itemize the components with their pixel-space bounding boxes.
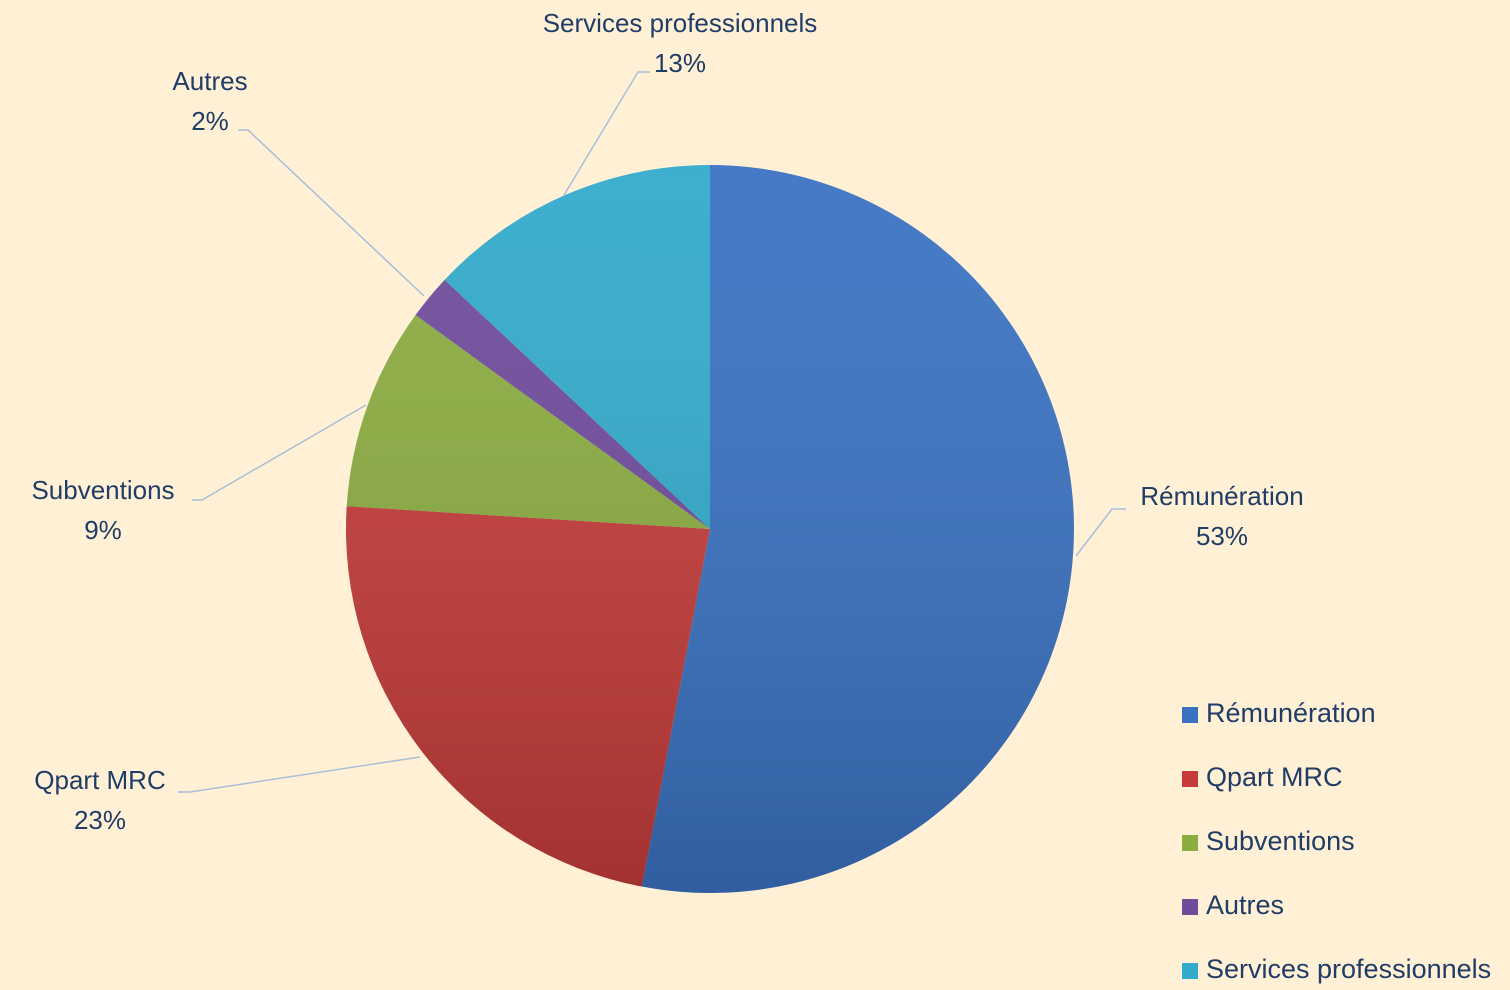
legend-label: Services professionnels [1206,954,1491,984]
slice-label-value: 53% [1196,521,1248,551]
slice-label-value: 13% [654,48,706,78]
legend-label: Rémunération [1206,698,1376,728]
legend-swatch [1182,899,1198,915]
slice-label-value: 9% [84,515,122,545]
leader-line [192,404,367,501]
slice-label-value: 2% [191,106,229,136]
legend-label: Subventions [1206,826,1355,856]
legend-label: Qpart MRC [1206,762,1343,792]
slice-label-value: 23% [74,805,126,835]
leader-line [563,71,650,196]
leader-line [178,756,421,793]
slice-label-name: Autres [172,66,247,96]
leader-line [238,129,425,297]
legend-label: Autres [1206,890,1284,920]
legend-swatch [1182,707,1198,723]
slice-label-name: Rémunération [1140,481,1303,511]
legend-swatch [1182,963,1198,979]
slice-label-name: Subventions [31,475,174,505]
slice-label-name: Services professionnels [543,8,818,38]
legend-swatch [1182,771,1198,787]
legend-swatch [1182,835,1198,851]
slice-label-name: Qpart MRC [34,765,165,795]
leader-line [1075,508,1126,557]
